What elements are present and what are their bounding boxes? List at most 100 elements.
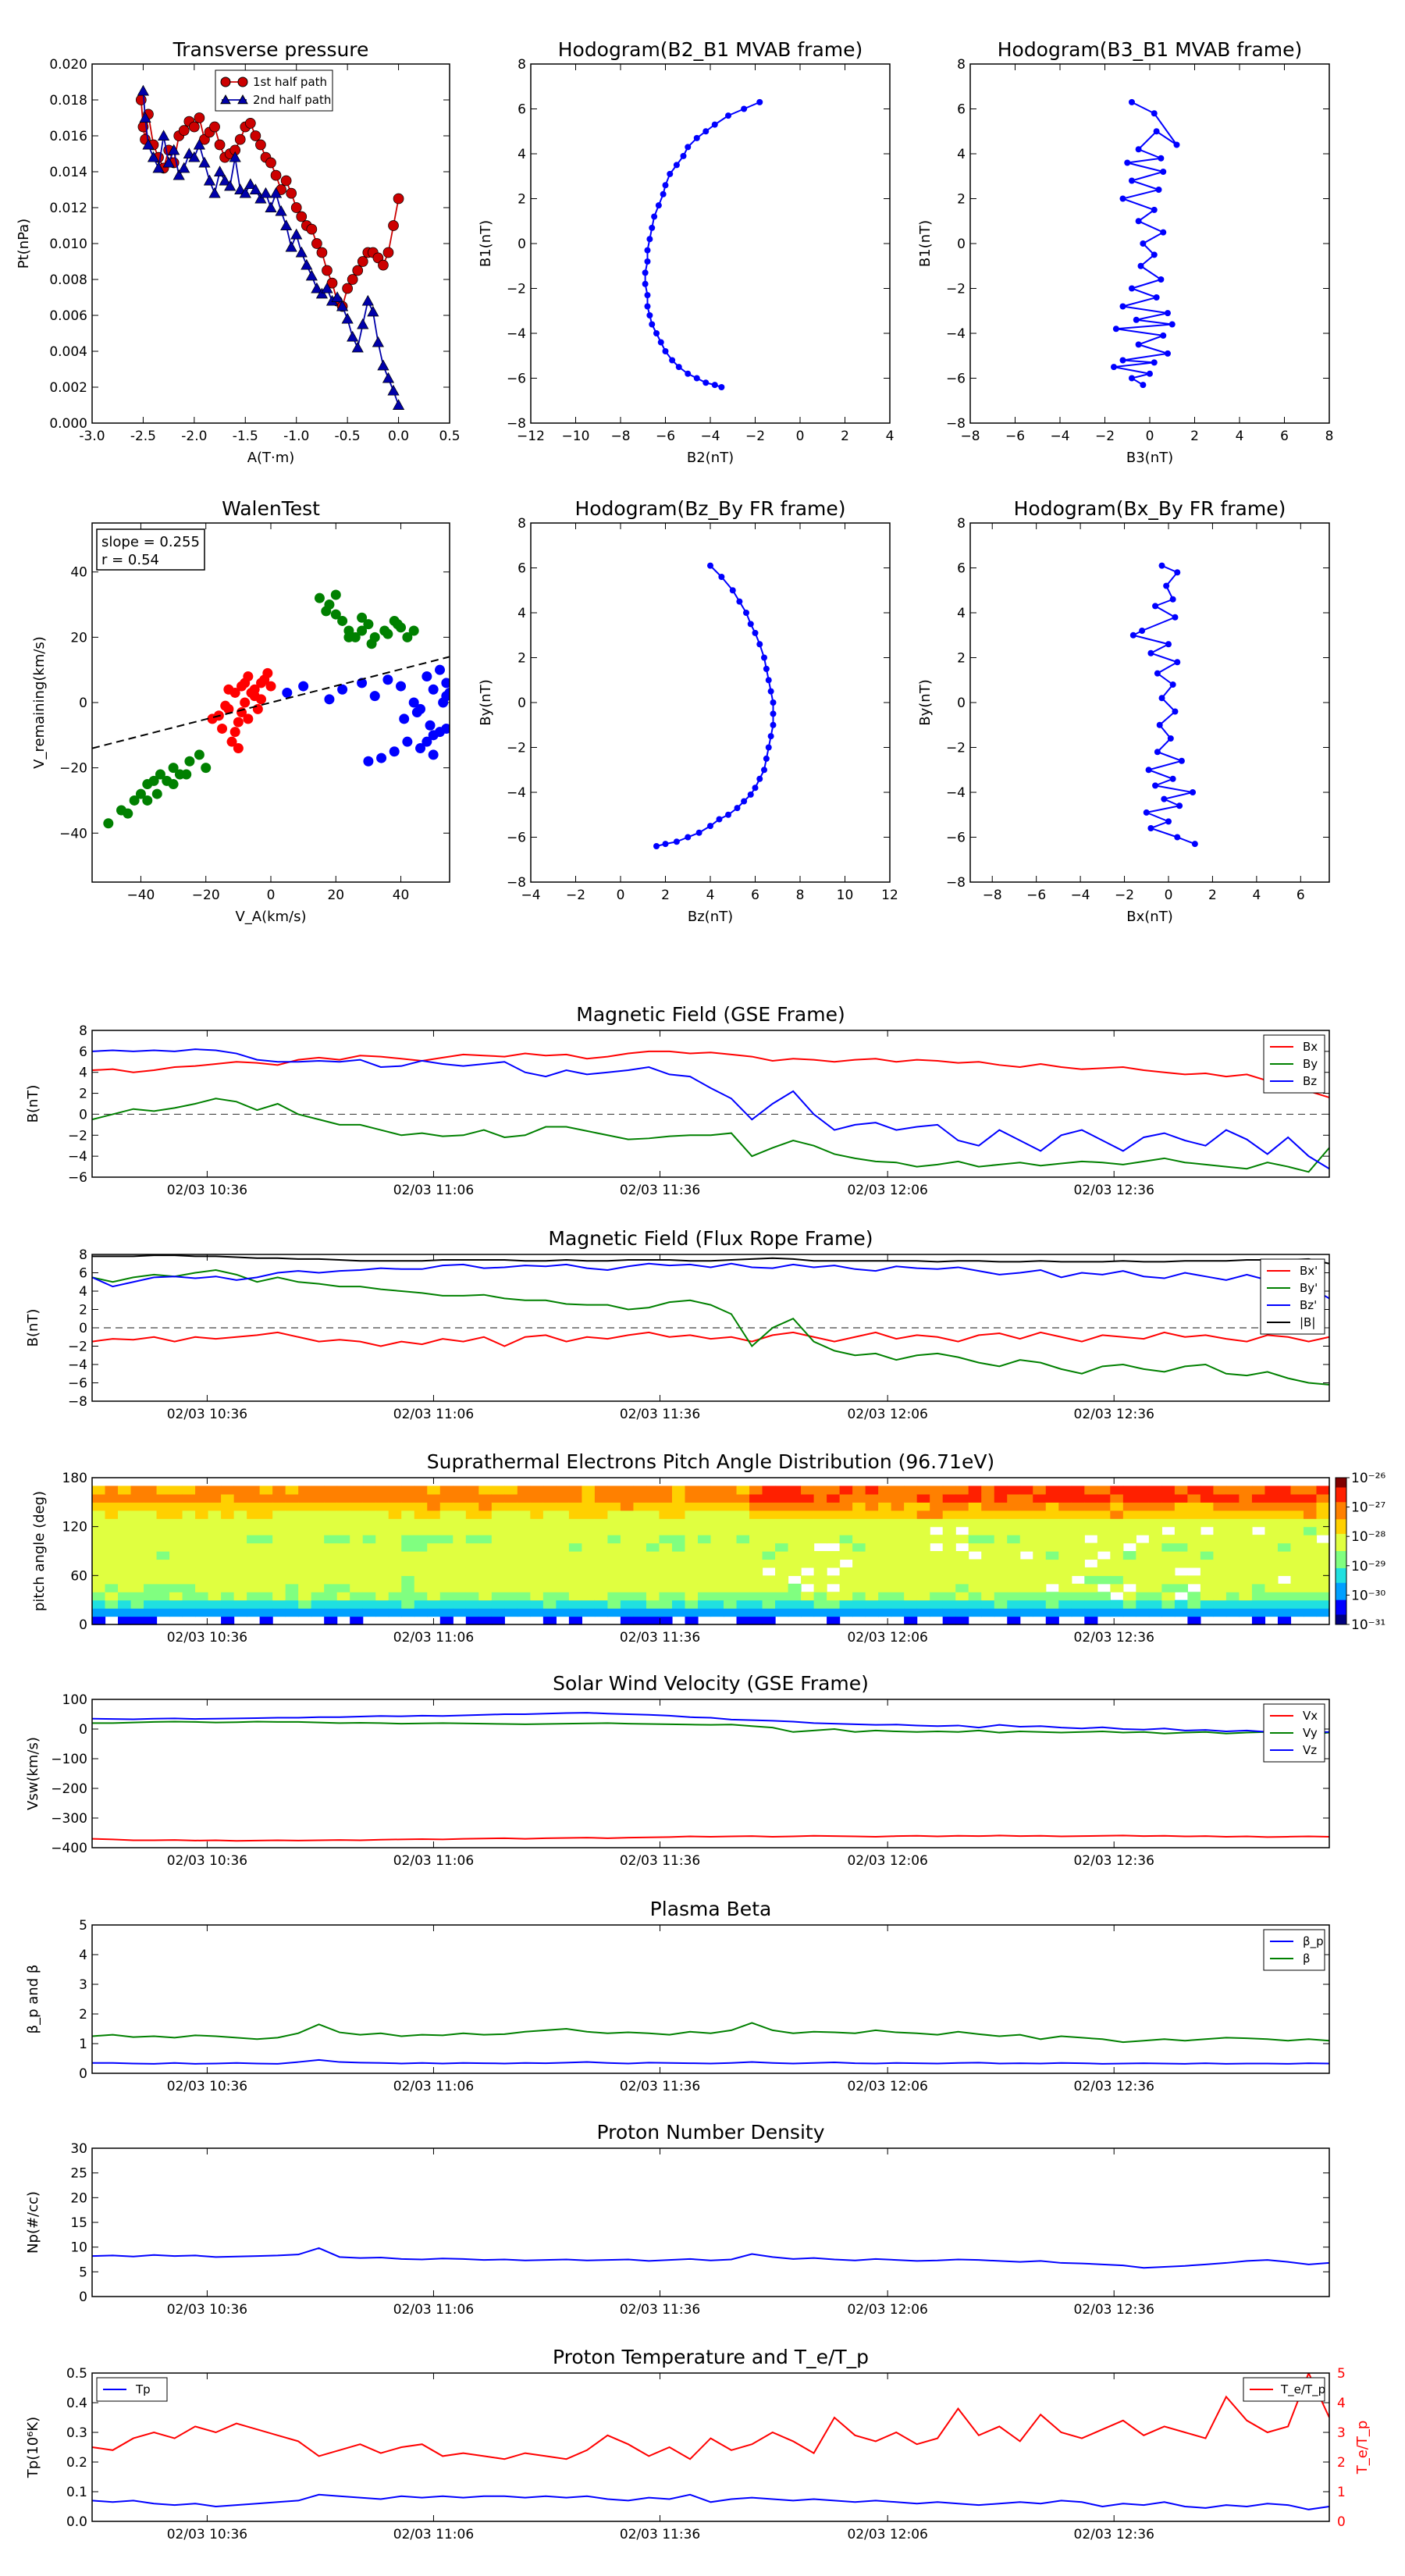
data-point [123,808,133,819]
heatmap-cell [401,1493,415,1503]
heatmap-cell [1122,1510,1136,1519]
time-tick-label: 02/03 10:36 [167,1630,247,1646]
x-tick-label: -1.5 [233,429,258,444]
heatmap-cell [491,1567,505,1576]
heatmap-cell [878,1542,892,1552]
heatmap-cell [478,1583,493,1592]
data-point [269,187,283,198]
heatmap-cell [1277,1559,1292,1568]
heatmap-cell [930,1575,944,1585]
data-point [252,703,263,714]
heatmap-cell [671,1518,686,1528]
heatmap-cell [324,1502,338,1511]
data-point [244,118,256,129]
heatmap-cell [607,1485,621,1495]
heatmap-cell [1148,1542,1162,1552]
h1-hodogram-panel: Hodogram(B2_B1 MVAB frame)−8−6−4−202468−… [478,38,894,466]
heatmap-cell [1264,1551,1279,1560]
heatmap-cell [788,1535,802,1544]
data-point [1173,141,1180,148]
heatmap-cell [1058,1575,1072,1585]
data-point [1165,310,1171,317]
heatmap-cell [710,1592,724,1601]
heatmap-cell [1303,1518,1318,1528]
data-point [1147,649,1154,656]
heatmap-cell [865,1599,879,1609]
y-tick-label: −400 [51,1841,87,1856]
heatmap-cell [1148,1518,1162,1528]
heatmap-cell [762,1485,776,1495]
heatmap-cell [1097,1493,1111,1503]
heatmap-cell [491,1559,505,1568]
heatmap-cell [1251,1583,1266,1592]
heatmap-cell [336,1535,350,1544]
heatmap-cell [1110,1510,1124,1519]
heatmap-cell [169,1599,183,1609]
heatmap-cell [1084,1518,1098,1528]
heatmap-cell [362,1608,376,1617]
y-tick-label: −6 [68,1170,87,1186]
heatmap-cell [594,1518,609,1528]
heatmap-cell [1136,1608,1150,1617]
heatmap-cell [788,1502,802,1511]
heatmap-cell [195,1599,209,1609]
heatmap-cell [105,1583,119,1592]
heatmap-cell [620,1518,635,1528]
heatmap-cell [311,1518,325,1528]
data-point [1119,303,1126,310]
heatmap-cell [904,1551,918,1560]
heatmap-cell [1033,1526,1047,1535]
heatmap-cell [465,1583,479,1592]
heatmap-cell [827,1535,841,1544]
data-point [1169,681,1176,688]
heatmap-cell [285,1551,299,1560]
heatmap-cell [1303,1592,1318,1601]
heatmap-cell [1097,1542,1111,1552]
heatmap-cell [1084,1526,1098,1535]
heatmap-cell [208,1502,222,1511]
heatmap-cell [530,1608,544,1617]
heatmap-cell [247,1551,261,1560]
heatmap-cell [904,1526,918,1535]
colorbar-step [1336,1497,1346,1500]
heatmap-cell [1136,1518,1150,1528]
heatmap-cell [208,1518,222,1528]
heatmap-cell [298,1559,312,1568]
heatmap-cell [324,1599,338,1609]
heatmap-cell [118,1592,132,1601]
heatmap-cell [659,1493,673,1503]
heatmap-cell [324,1535,338,1544]
colorbar-step [1336,1604,1346,1608]
heatmap-cell [118,1567,132,1576]
data-point [707,562,713,569]
heatmap-cell [1058,1502,1072,1511]
heatmap-cell [504,1518,518,1528]
heatmap-cell [478,1542,493,1552]
data-point [1151,359,1158,366]
heatmap-cell [607,1575,621,1585]
heatmap-cell [685,1559,699,1568]
heatmap-cell [105,1518,119,1528]
heatmap-cell [981,1567,995,1576]
heatmap-cell [1122,1526,1136,1535]
heatmap-cell [401,1551,415,1560]
legend-label: β_p [1303,1934,1324,1949]
heatmap-cell [1239,1535,1253,1544]
heatmap-cell [852,1559,866,1568]
colorbar-step [1336,1489,1346,1493]
heatmap-cell [272,1551,286,1560]
legend-label: Bx [1303,1040,1318,1054]
x-tick-label: 12 [881,888,898,903]
heatmap-cell [1200,1551,1215,1560]
heatmap-cell [259,1559,273,1568]
heatmap-cell [285,1510,299,1519]
legend-label: Bz' [1300,1298,1317,1312]
data-point [441,678,450,688]
heatmap-cell [710,1493,724,1503]
heatmap-cell [375,1608,389,1617]
heatmap-cell [736,1535,750,1544]
heatmap-cell [1045,1575,1059,1585]
x-axis-label: B2(nT) [687,450,734,466]
y-axis-label: Np(#/cc) [25,2191,41,2254]
y-tick-label: 10 [70,2240,87,2256]
